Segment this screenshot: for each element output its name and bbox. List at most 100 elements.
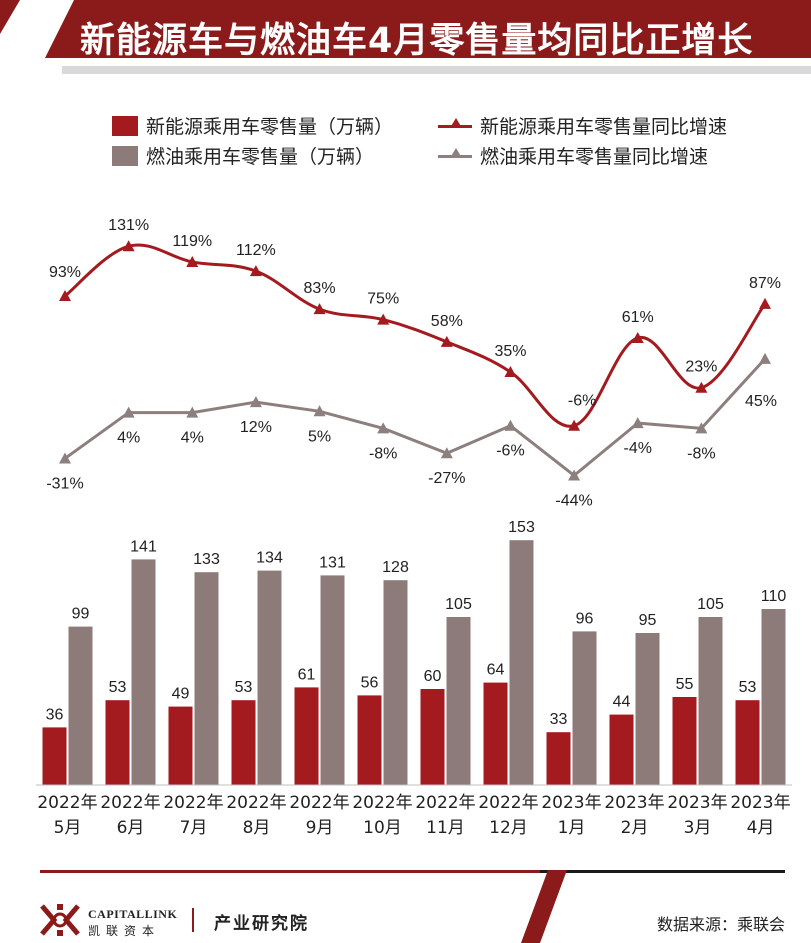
bar-label-fuel-sales: 105 <box>445 596 472 613</box>
fuel-yoy-data-label: 4% <box>181 430 204 447</box>
fuel-yoy-data-label: -27% <box>428 470 465 487</box>
title-banner <box>0 0 811 74</box>
nev-yoy-line <box>64 243 767 428</box>
logo-name-cn: 凯联资本 <box>88 924 161 938</box>
bar-fuel-sales <box>320 575 345 785</box>
chart-canvas: 36 99 53 141 49 133 53 134 61 131 56 128 60 105 64 153 3… <box>36 217 792 838</box>
banner-underline <box>62 66 811 74</box>
fuel-yoy-data-label: -31% <box>46 475 83 492</box>
fuel-yoy-point <box>504 419 517 431</box>
x-tick-label-month: 2月 <box>621 818 649 838</box>
nev-yoy-point <box>249 265 262 277</box>
bar-fuel-sales <box>383 580 408 785</box>
fuel-yoy-point <box>122 406 135 418</box>
x-tick-label-year: 2022年 <box>163 793 223 813</box>
fuel-yoy-point <box>313 405 326 417</box>
bar-nev-sales <box>231 700 256 785</box>
bar-label-fuel-sales: 128 <box>382 559 409 576</box>
x-tick-label-year: 2022年 <box>289 793 349 813</box>
bar-nev-sales <box>105 700 130 785</box>
page-title: 新能源车与燃油车4月零售量均同比正增长 <box>80 21 754 61</box>
x-tick-label-month: 8月 <box>243 818 271 838</box>
bar-label-nev-sales: 55 <box>676 676 694 693</box>
x-tick-label-month: 4月 <box>747 818 775 838</box>
legend-label-fuel-sales: 燃油乘用车零售量（万辆） <box>146 146 375 168</box>
footer-rule-red <box>40 870 540 873</box>
nev-yoy-data-label: 87% <box>749 275 781 292</box>
bar-fuel-sales <box>68 626 93 785</box>
bar-label-fuel-sales: 153 <box>508 519 535 536</box>
fuel-yoy-point <box>377 422 390 434</box>
nev-yoy-point <box>440 335 453 347</box>
bar-nev-sales <box>609 714 634 785</box>
logo-name-en: CAPITALLINK <box>88 907 178 921</box>
bar-label-fuel-sales: 96 <box>576 610 594 627</box>
x-tick-label-month: 3月 <box>684 818 712 838</box>
legend-item-nev-yoy: 新能源乘用车零售量同比增速 <box>438 112 727 139</box>
x-tick-label-year: 2022年 <box>415 793 475 813</box>
footer-graphics <box>521 870 567 943</box>
bar-nev-sales <box>420 689 445 785</box>
nev-yoy-point <box>122 240 135 252</box>
nev-yoy-data-label: -6% <box>568 393 596 410</box>
bar-label-nev-sales: 61 <box>298 666 316 683</box>
fuel-yoy-data-label: -6% <box>496 443 524 460</box>
x-tick-label-month: 5月 <box>54 818 82 838</box>
bar-fuel-sales <box>635 633 660 785</box>
legend-swatch-nev-line <box>438 116 472 136</box>
bar-label-nev-sales: 36 <box>46 706 64 723</box>
x-tick-label-month: 11月 <box>426 818 465 838</box>
nev-yoy-data-label: 75% <box>367 291 399 308</box>
bar-fuel-sales <box>509 540 534 785</box>
legend-item-fuel-sales: 燃油乘用车零售量（万辆） <box>112 142 374 169</box>
x-tick-label-month: 6月 <box>117 818 145 838</box>
fuel-yoy-data-label: 12% <box>240 419 272 436</box>
bar-fuel-sales <box>446 617 471 785</box>
legend-label-fuel-yoy: 燃油乘用车零售量同比增速 <box>480 146 709 168</box>
bar-label-fuel-sales: 99 <box>72 606 90 623</box>
bar-label-fuel-sales: 131 <box>319 554 346 571</box>
bar-fuel-sales <box>257 570 282 785</box>
fuel-yoy-data-label: -44% <box>555 492 592 509</box>
data-source: 数据来源：乘联会 <box>656 915 785 934</box>
x-tick-label-year: 2022年 <box>37 793 97 813</box>
fuel-yoy-point <box>440 447 453 459</box>
bar-label-fuel-sales: 133 <box>193 551 220 568</box>
fuel-yoy-data-label: -8% <box>369 445 397 462</box>
fuel-yoy-point <box>759 352 771 364</box>
bar-label-nev-sales: 44 <box>613 694 631 711</box>
bar-label-nev-sales: 53 <box>109 679 127 696</box>
bar-label-nev-sales: 64 <box>487 662 505 679</box>
bar-fuel-sales <box>761 609 786 785</box>
nev-yoy-point <box>759 297 771 309</box>
legend-swatch-fuel-line <box>438 146 472 166</box>
x-tick-label-year: 2022年 <box>352 793 412 813</box>
bar-nev-sales <box>168 706 193 785</box>
capitallink-logo-icon <box>40 904 80 936</box>
bar-label-nev-sales: 56 <box>361 674 379 691</box>
bar-fuel-sales <box>572 631 597 785</box>
bar-label-fuel-sales: 95 <box>639 612 657 629</box>
nev-yoy-point <box>504 366 517 377</box>
x-tick-label-month: 9月 <box>306 818 334 838</box>
bar-nev-sales <box>42 727 67 785</box>
nev-yoy-point <box>313 303 326 315</box>
bar-fuel-sales <box>131 559 156 785</box>
x-tick-label-year: 2022年 <box>478 793 538 813</box>
x-tick-label-month: 1月 <box>558 818 586 838</box>
footer-rule-dark <box>540 870 785 873</box>
nev-yoy-data-label: 35% <box>494 343 526 360</box>
legend-label-nev-sales: 新能源乘用车零售量（万辆） <box>146 116 394 138</box>
bar-nev-sales <box>735 700 760 785</box>
bar-nev-sales <box>546 732 571 785</box>
fuel-yoy-point <box>249 396 262 408</box>
bar-nev-sales <box>672 697 697 785</box>
bar-label-fuel-sales: 105 <box>697 596 724 613</box>
nev-yoy-point <box>377 313 390 325</box>
x-tick-label-year: 2023年 <box>541 793 601 813</box>
bar-label-nev-sales: 53 <box>739 679 757 696</box>
x-tick-label-month: 10月 <box>363 818 402 838</box>
legend-swatch-nev-bar <box>112 115 138 136</box>
nev-yoy-point <box>186 255 199 267</box>
fuel-yoy-point <box>186 406 199 418</box>
